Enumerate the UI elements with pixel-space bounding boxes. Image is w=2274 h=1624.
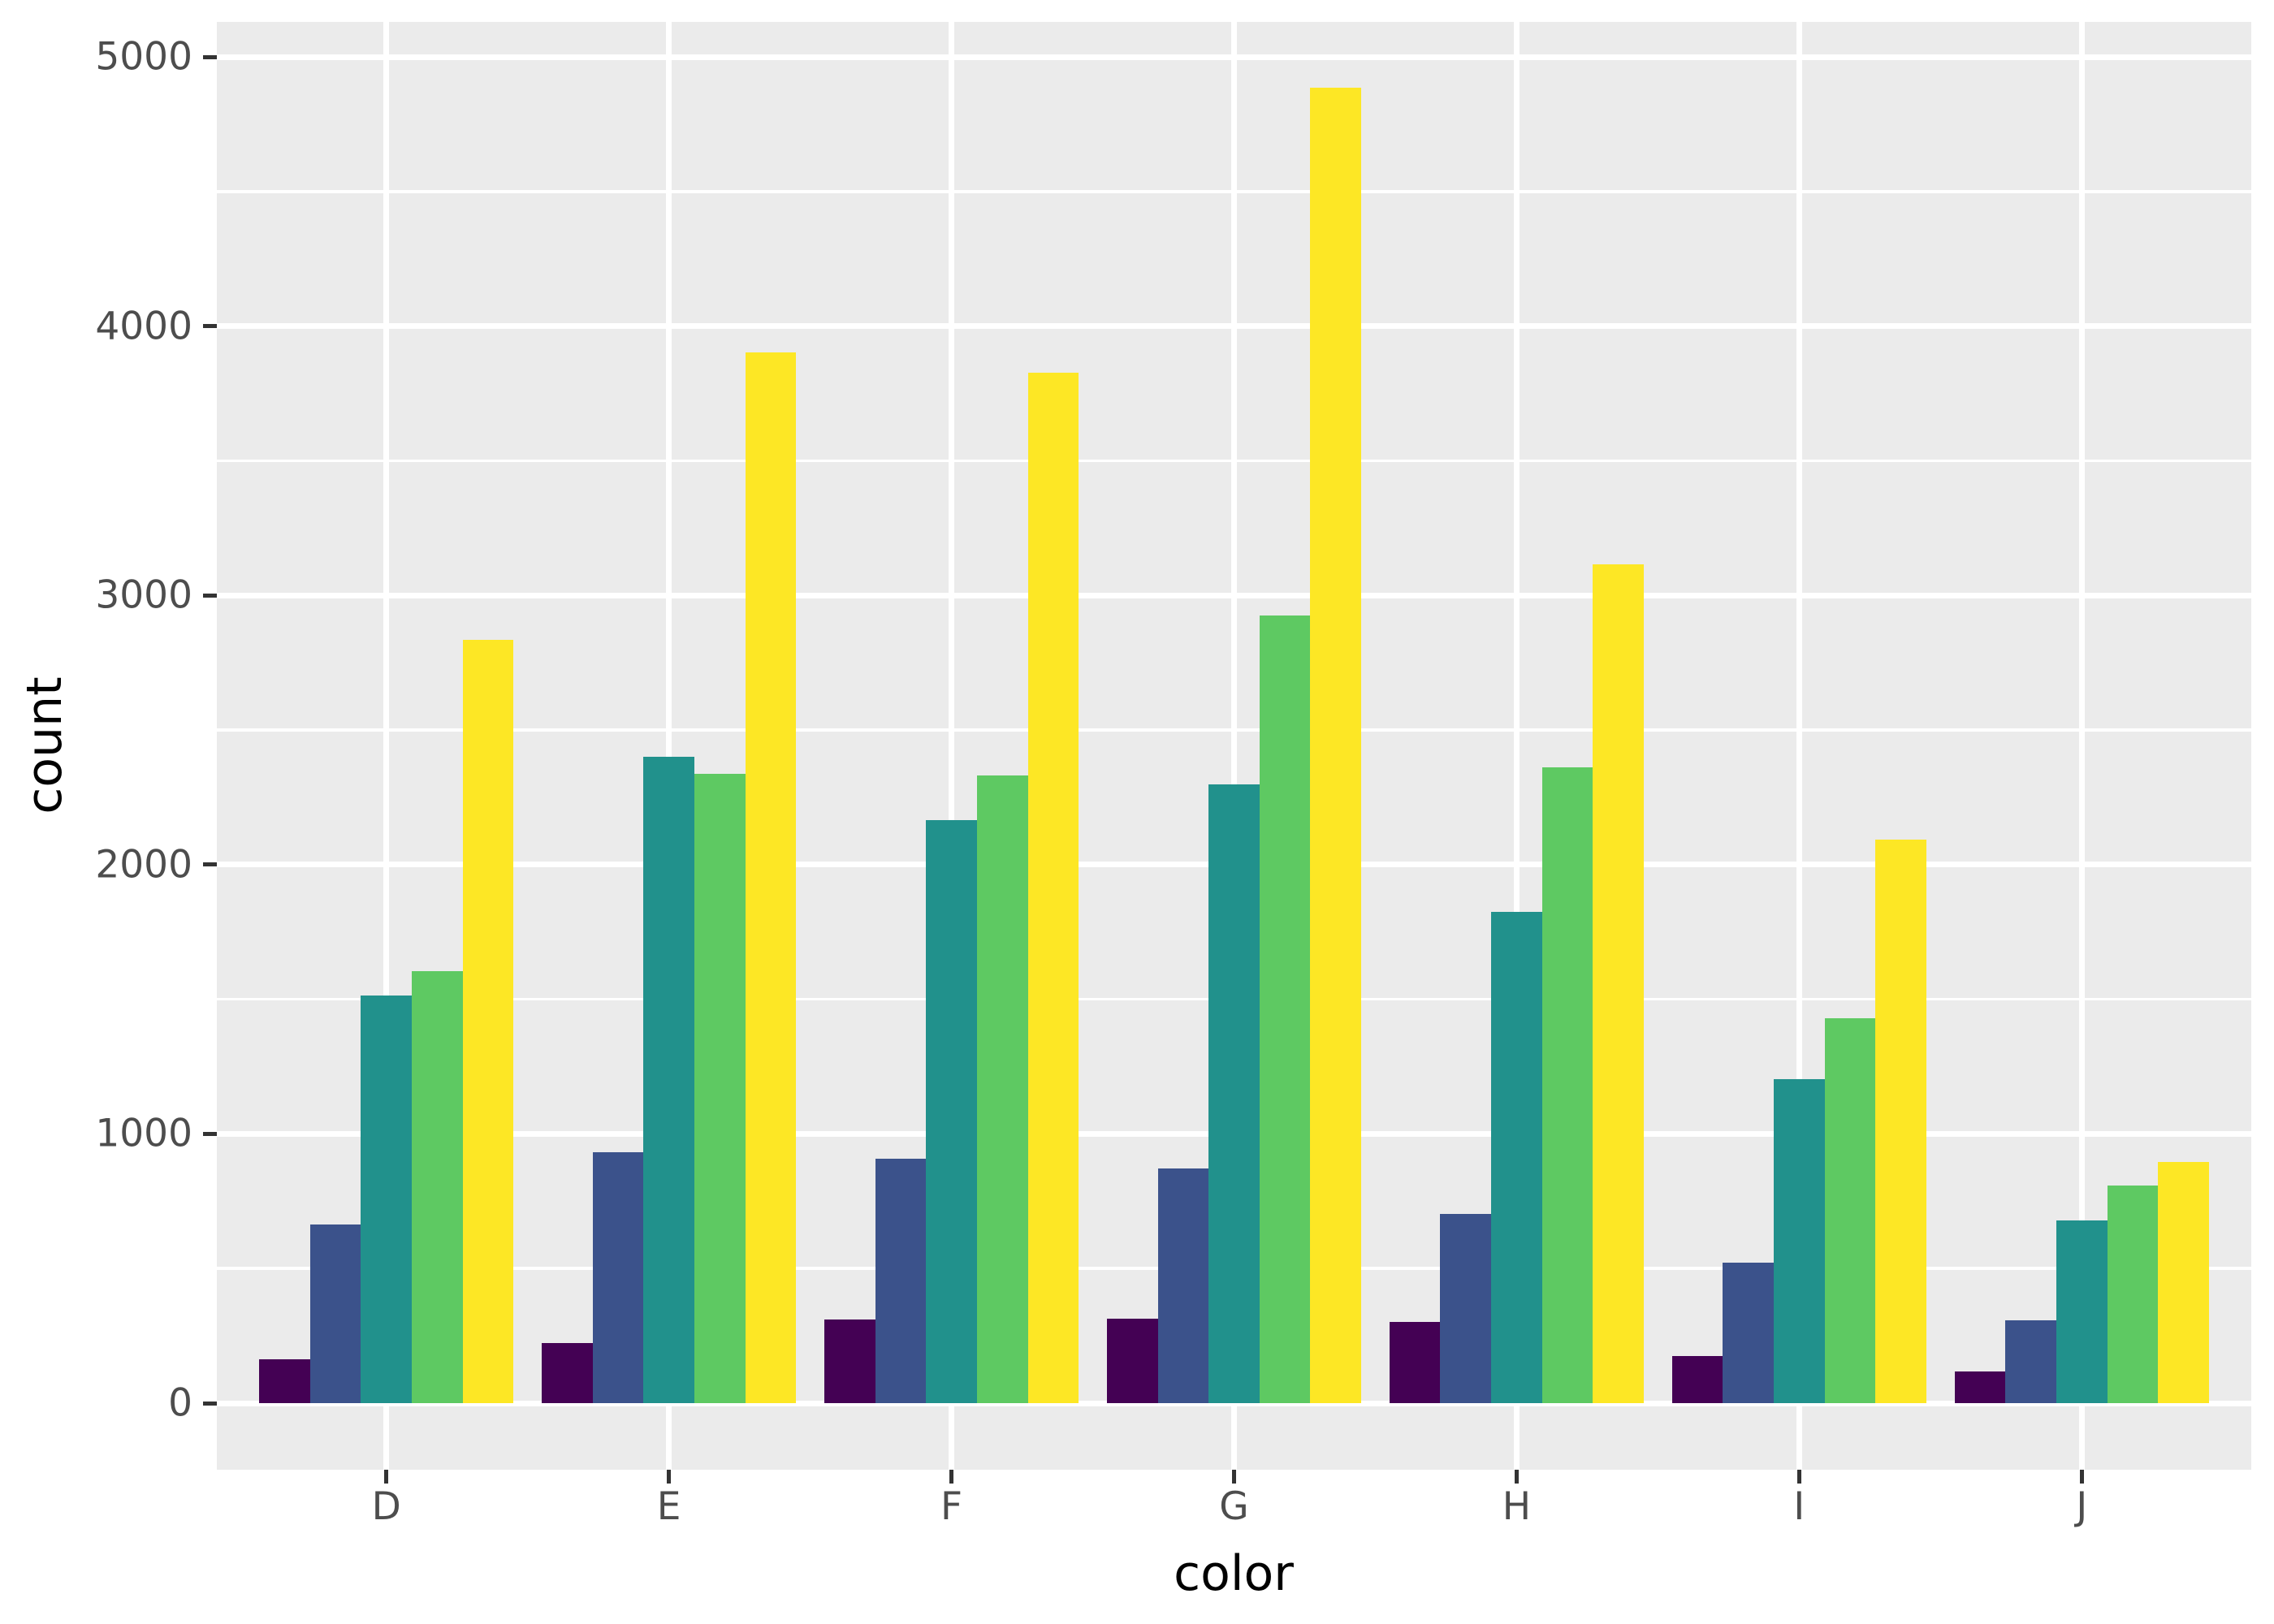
x-tick-label: J <box>2076 1484 2088 1529</box>
bar-F-blue <box>875 1158 927 1403</box>
x-tick-label: G <box>1219 1484 1249 1529</box>
bar-J-green <box>2107 1186 2159 1403</box>
x-tick <box>1796 1470 1801 1484</box>
bar-E-blue <box>592 1151 644 1403</box>
bar-F-teal <box>926 820 977 1403</box>
y-tick-label: 1000 <box>95 1111 192 1156</box>
y-tick <box>203 862 217 867</box>
y-tick <box>203 324 217 329</box>
y-tick-label: 2000 <box>95 842 192 888</box>
bar-D-purple <box>259 1358 310 1403</box>
bar-I-blue <box>1723 1262 1775 1403</box>
y-tick-label: 3000 <box>95 572 192 618</box>
x-tick <box>667 1470 672 1484</box>
x-tick <box>949 1470 954 1484</box>
x-tick <box>1232 1470 1236 1484</box>
bar-J-teal <box>2056 1220 2108 1403</box>
bar-J-blue <box>2005 1320 2056 1403</box>
bar-E-purple <box>542 1342 593 1403</box>
x-tick-label: D <box>371 1484 401 1529</box>
bar-H-purple <box>1389 1321 1441 1403</box>
y-tick <box>203 1131 217 1136</box>
y-tick <box>203 593 217 598</box>
bar-G-purple <box>1106 1318 1158 1403</box>
bar-H-yellow <box>1593 564 1644 1403</box>
bar-G-blue <box>1157 1168 1209 1403</box>
x-tick <box>1514 1470 1519 1484</box>
x-gridline-major <box>383 22 390 1470</box>
x-tick-label: I <box>1793 1484 1805 1529</box>
y-tick <box>203 1401 217 1406</box>
x-axis-title: color <box>1174 1545 1294 1602</box>
bar-F-purple <box>824 1319 875 1403</box>
bar-J-purple <box>1954 1371 2006 1403</box>
bar-H-teal <box>1491 912 1542 1403</box>
x-gridline-major <box>1513 22 1520 1470</box>
x-gridline-major <box>666 22 672 1470</box>
bar-H-green <box>1541 767 1593 1403</box>
bar-I-teal <box>1774 1078 1825 1403</box>
x-tick-label: H <box>1502 1484 1532 1529</box>
bar-H-blue <box>1440 1214 1492 1403</box>
x-gridline-major <box>1796 22 1802 1470</box>
y-tick-label: 4000 <box>95 304 192 349</box>
bar-D-yellow <box>462 640 514 1403</box>
bar-E-teal <box>643 757 694 1403</box>
x-gridline-major <box>2078 22 2085 1470</box>
bar-I-purple <box>1671 1355 1723 1403</box>
x-tick <box>384 1470 389 1484</box>
y-tick <box>203 54 217 59</box>
x-tick-label: F <box>940 1484 963 1529</box>
x-gridline-major <box>1231 22 1237 1470</box>
bar-G-yellow <box>1310 88 1362 1403</box>
x-gridline-major <box>949 22 955 1470</box>
bar-D-blue <box>309 1224 361 1403</box>
bar-D-green <box>412 971 463 1403</box>
bar-F-green <box>976 775 1028 1403</box>
x-tick-label: E <box>656 1484 681 1529</box>
y-tick-label: 0 <box>168 1380 192 1426</box>
bar-G-green <box>1259 615 1311 1403</box>
x-tick <box>2079 1470 2084 1484</box>
plot-panel <box>217 22 2251 1470</box>
bar-E-yellow <box>745 352 797 1403</box>
bar-J-yellow <box>2158 1161 2209 1403</box>
bar-I-green <box>1824 1018 1876 1403</box>
y-tick-label: 5000 <box>95 34 192 80</box>
bar-G-teal <box>1208 784 1260 1403</box>
bar-F-yellow <box>1027 373 1079 1403</box>
bar-I-yellow <box>1875 839 1926 1403</box>
y-axis-title: count <box>16 676 73 814</box>
bar-E-green <box>694 774 746 1403</box>
bar-D-teal <box>361 996 413 1403</box>
